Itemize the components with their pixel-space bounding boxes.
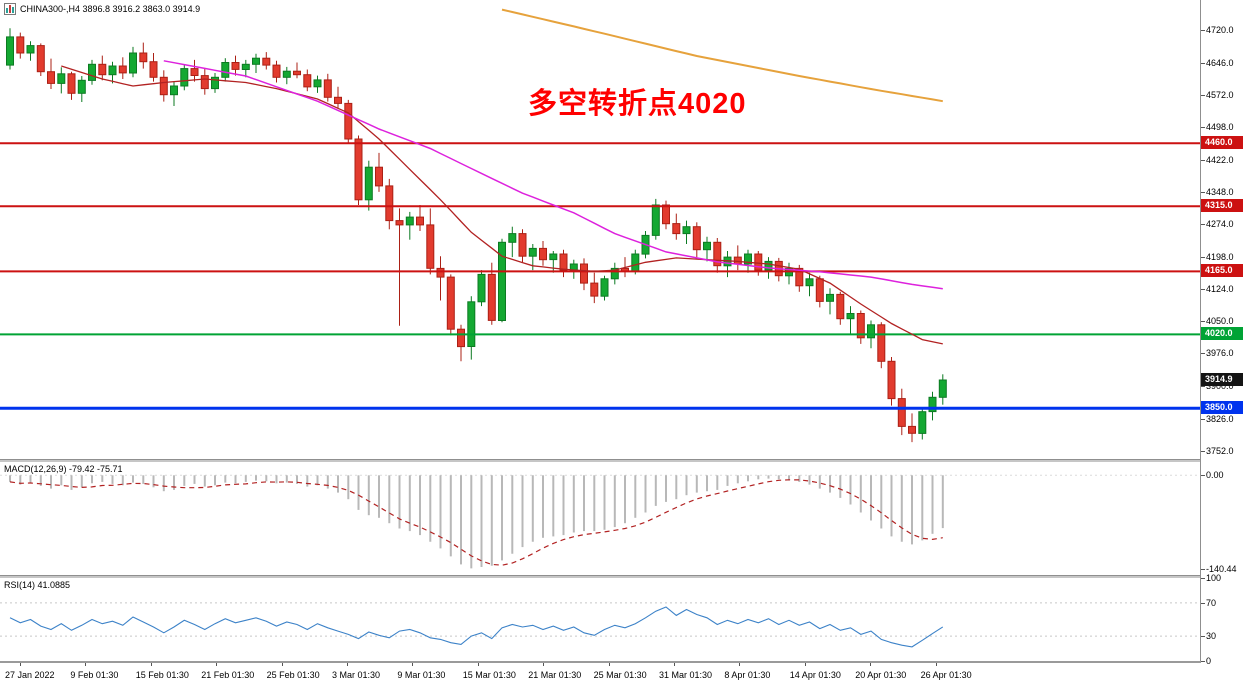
price-axis-label: 4124.0 — [1201, 284, 1234, 295]
price-axis-label: 4646.0 — [1201, 57, 1234, 68]
price-axis-label: 4198.0 — [1201, 252, 1234, 263]
price-axis-label: 4274.0 — [1201, 219, 1234, 230]
rsi-axis-label: 100 — [1200, 573, 1222, 583]
macd-panel[interactable]: MACD(12,26,9) -79.42 -75.71 — [0, 462, 1200, 575]
ma-slow-line — [163, 60, 943, 290]
time-tick — [935, 661, 937, 666]
price-axis-label: 4720.0 — [1201, 25, 1234, 36]
rsi-axis-label: 70 — [1200, 597, 1217, 608]
time-axis-label: 25 Mar 01:30 — [593, 670, 647, 680]
time-axis-label: 20 Apr 01:30 — [855, 670, 907, 680]
rsi-line — [9, 606, 944, 648]
ma-fast-line — [61, 65, 943, 345]
macd-chart — [0, 474, 1200, 569]
time-axis-label: 9 Feb 01:30 — [70, 670, 119, 680]
ma-long-line — [501, 8, 943, 103]
price-axis-label: 4572.0 — [1201, 89, 1234, 100]
time-axis-label: 21 Feb 01:30 — [201, 670, 255, 680]
time-tick — [281, 661, 283, 666]
time-axis-label: 8 Apr 01:30 — [724, 670, 771, 680]
time-tick — [870, 661, 872, 666]
candlestick-chart[interactable] — [0, 0, 1200, 459]
time-axis-label: 27 Jan 2022 — [5, 670, 55, 680]
time-axis-label: 9 Mar 01:30 — [397, 670, 446, 680]
time-axis-label: 25 Feb 01:30 — [266, 670, 320, 680]
time-tick — [608, 661, 610, 666]
time-axis-label: 15 Feb 01:30 — [135, 670, 189, 680]
time-axis-label: 31 Mar 01:30 — [659, 670, 713, 680]
price-axis-label: 4050.0 — [1201, 316, 1234, 327]
price-badge-4315.0: 4315.0 — [1201, 199, 1243, 213]
price-axis-label: 4348.0 — [1201, 186, 1234, 197]
price-chart-panel[interactable]: CHINA300-,H4 3896.8 3916.2 3863.0 3914.9… — [0, 0, 1200, 459]
scale-separator — [1200, 0, 1201, 661]
rsi-axis-label: 0 — [1200, 656, 1212, 666]
rsi-axis-label: 30 — [1200, 631, 1217, 642]
price-badge-4165.0: 4165.0 — [1201, 264, 1243, 278]
time-tick — [412, 661, 414, 666]
price-axis-label: 3900.0 — [1201, 381, 1234, 392]
price-axis-label: 3826.0 — [1201, 413, 1234, 424]
price-axis-label: 4498.0 — [1201, 121, 1234, 132]
panel-separator[interactable] — [0, 575, 1244, 578]
time-tick — [85, 661, 87, 666]
time-tick — [216, 661, 218, 666]
time-axis-label: 3 Mar 01:30 — [332, 670, 381, 680]
time-axis-label: 21 Mar 01:30 — [528, 670, 582, 680]
time-axis-label: 26 Apr 01:30 — [920, 670, 972, 680]
rsi-panel[interactable]: RSI(14) 41.0885 — [0, 578, 1200, 661]
price-badge-3850.0: 3850.0 — [1201, 401, 1243, 415]
current-price-badge: 3914.9 — [1201, 373, 1243, 386]
time-tick — [347, 661, 348, 666]
price-axis-label: 3976.0 — [1201, 348, 1234, 359]
price-axis-label: 3752.0 — [1201, 445, 1234, 456]
time-tick — [20, 661, 21, 666]
time-tick — [674, 661, 675, 666]
macd-axis-label: 0.00 — [1201, 470, 1224, 481]
annotation-text[interactable]: 多空转折点4020 — [528, 88, 747, 120]
time-axis-label: 15 Mar 01:30 — [462, 670, 516, 680]
time-axis[interactable]: 27 Jan 2022 9 Feb 01:30 15 Feb 01:30 21 Feb… — [0, 661, 1200, 698]
panel-separator[interactable] — [0, 459, 1244, 462]
macd-axis-label: -140.44 — [1201, 563, 1237, 574]
time-tick — [150, 661, 152, 666]
price-axis-label: 4422.0 — [1201, 154, 1234, 165]
macd-label: MACD(12,26,9) -79.42 -75.71 — [4, 464, 123, 474]
price-badge-4020.0: 4020.0 — [1201, 327, 1243, 341]
rsi-chart — [0, 602, 1200, 648]
time-tick — [477, 661, 479, 666]
rsi-label: RSI(14) 41.0885 — [4, 580, 71, 590]
price-badge-4460.0: 4460.0 — [1201, 136, 1243, 150]
time-axis-label: 14 Apr 01:30 — [789, 670, 841, 680]
price-scale[interactable]: 4720.0 4646.0 4572.0 4498.0 4422.0 4348.0 4274… — [1200, 0, 1244, 698]
chart-title: CHINA300-,H4 3896.8 3916.2 3863.0 3914.9 — [20, 4, 201, 14]
macd-histogram — [9, 475, 944, 569]
time-tick — [739, 661, 741, 666]
chart-icon — [4, 3, 16, 15]
chart-header: CHINA300-,H4 3896.8 3916.2 3863.0 3914.9 — [4, 3, 200, 15]
macd-signal-line — [9, 479, 943, 566]
time-axis-line — [0, 661, 1244, 663]
candles-layer — [6, 28, 947, 443]
time-tick — [543, 661, 545, 666]
time-tick — [804, 661, 806, 666]
